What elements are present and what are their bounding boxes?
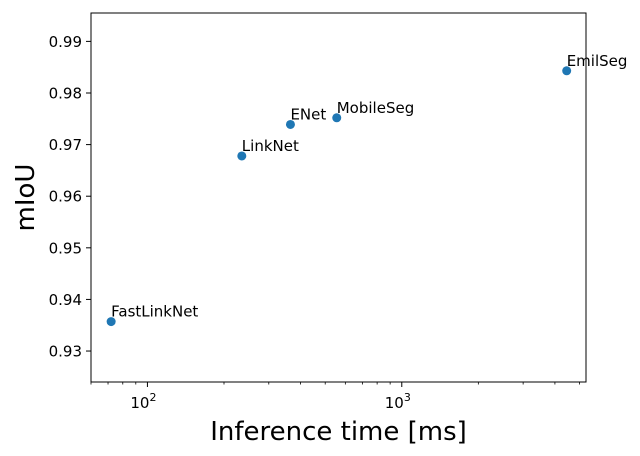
x-tick-label-base: 10 bbox=[385, 394, 404, 412]
data-points: FastLinkNet LinkNet ENet MobileSeg EmilSeg bbox=[106, 52, 628, 327]
data-point-marker bbox=[562, 66, 572, 76]
x-tick-label-exponent: 3 bbox=[404, 391, 411, 404]
data-point-label: FastLinkNet bbox=[111, 303, 198, 321]
y-tick-label: 0.98 bbox=[49, 84, 82, 102]
x-tick-label: 103 bbox=[385, 391, 411, 412]
y-tick-label: 0.95 bbox=[49, 239, 82, 257]
data-point-label: LinkNet bbox=[242, 137, 299, 155]
x-tick-label-base: 10 bbox=[130, 394, 149, 412]
data-point-label: ENet bbox=[290, 105, 326, 123]
data-point-marker bbox=[237, 151, 247, 161]
y-tick-label: 0.96 bbox=[49, 188, 82, 206]
y-tick-label: 0.94 bbox=[49, 291, 82, 309]
x-tick-label: 102 bbox=[130, 391, 156, 412]
x-tick-label-exponent: 2 bbox=[149, 391, 156, 404]
y-tick-label: 0.97 bbox=[49, 136, 82, 154]
data-point-marker bbox=[106, 317, 116, 327]
data-point-marker bbox=[332, 113, 342, 123]
y-axis-title: mIoU bbox=[11, 164, 41, 232]
data-point-marker bbox=[285, 119, 295, 129]
y-tick-label: 0.93 bbox=[49, 343, 82, 361]
data-point-label: EmilSeg bbox=[567, 52, 628, 70]
y-tick-label: 0.99 bbox=[49, 33, 82, 51]
x-axis: 102 103 bbox=[90, 382, 580, 412]
data-point-label: MobileSeg bbox=[337, 99, 414, 117]
plot-area-frame bbox=[90, 12, 587, 383]
x-axis-title: Inference time [ms] bbox=[210, 417, 467, 447]
y-axis: 0.93 0.94 0.95 0.96 0.97 0.98 0.99 bbox=[49, 33, 91, 361]
